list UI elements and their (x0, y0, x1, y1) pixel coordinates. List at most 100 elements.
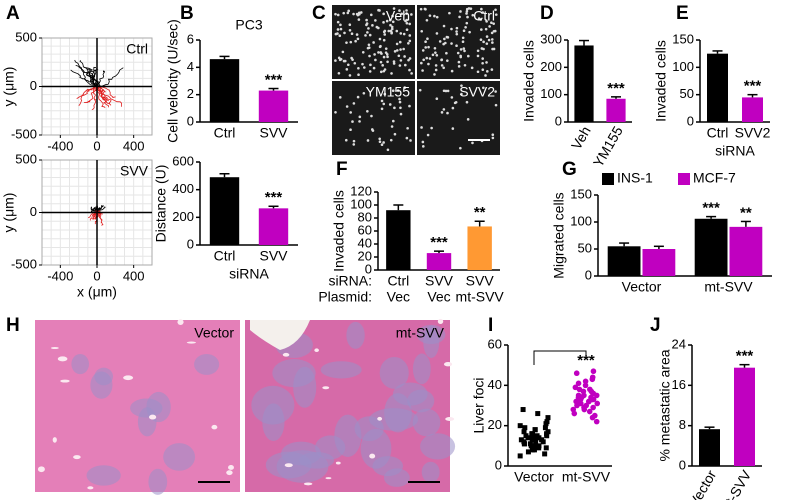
vessel (322, 386, 330, 390)
bar (607, 246, 641, 276)
cell (382, 69, 386, 73)
cell (471, 13, 475, 17)
cell (356, 95, 360, 99)
panel-letter: H (6, 315, 20, 336)
dot (522, 425, 528, 431)
vessel (52, 437, 57, 443)
cell (451, 106, 455, 110)
cell (388, 103, 392, 106)
cell (420, 126, 423, 129)
x-tick-label: mt-SVV (716, 467, 754, 500)
cell (334, 110, 337, 114)
cell (373, 53, 376, 56)
foci (372, 456, 404, 477)
y-tick-label: 40 (488, 377, 502, 392)
cell (466, 118, 470, 121)
cell (382, 12, 385, 16)
cell (465, 100, 469, 104)
y-tick-label: 500 (15, 151, 37, 166)
y-tick-label: 150 (672, 31, 694, 46)
trajectory (96, 86, 123, 107)
cell (382, 38, 386, 42)
dot (536, 443, 542, 449)
y-tick-label: 200 (540, 59, 562, 74)
significance: *** (744, 78, 762, 95)
cell (405, 136, 409, 140)
bar (729, 226, 763, 276)
cell (391, 89, 395, 93)
cell (424, 46, 427, 49)
cell (338, 34, 342, 38)
cell (479, 38, 483, 42)
cell (368, 54, 371, 58)
cell (480, 28, 483, 31)
panel-letter: J (650, 315, 661, 336)
cell (424, 40, 427, 43)
dot (521, 439, 527, 445)
legend-label: MCF-7 (693, 170, 736, 186)
foci (412, 353, 431, 385)
cell (383, 33, 387, 36)
cell (392, 7, 396, 10)
cell (357, 18, 361, 21)
cell (354, 39, 357, 43)
x-tick-label: 400 (123, 268, 145, 283)
cell (342, 11, 346, 15)
cell (403, 63, 407, 67)
x-tick-label: 0 (93, 268, 100, 283)
panel-letter: A (6, 3, 20, 24)
cell (405, 21, 409, 25)
tissue-gap (250, 320, 310, 350)
cell (336, 13, 340, 17)
cell (494, 90, 497, 93)
cell (494, 13, 498, 16)
bracket (533, 350, 587, 365)
cell (390, 27, 394, 31)
cell (491, 133, 495, 136)
cell (408, 57, 412, 60)
cell (450, 96, 454, 99)
significance: *** (430, 234, 448, 251)
x-tick-label: Ctrl (214, 125, 236, 141)
cell (407, 41, 410, 45)
trajectory (92, 212, 98, 221)
cell (366, 110, 369, 113)
dot (539, 437, 545, 443)
y-tick-label: 400 (172, 181, 194, 196)
cell (421, 49, 425, 52)
x-tick-label: -400 (47, 268, 73, 283)
micrograph (417, 81, 500, 155)
cell (403, 86, 407, 89)
cell (380, 52, 383, 55)
cell (352, 139, 356, 143)
cell (420, 29, 424, 33)
y-axis-label: % metastatic area (657, 349, 673, 461)
dot (542, 451, 548, 457)
cell (480, 7, 483, 11)
cell (450, 69, 454, 73)
vessel (123, 375, 134, 381)
cell (334, 12, 337, 16)
row-label: Plasmid: (318, 289, 372, 305)
cell (368, 33, 372, 37)
cell (378, 37, 382, 41)
cell (485, 61, 488, 64)
foci (251, 385, 295, 425)
cell (357, 73, 360, 77)
cell (476, 49, 480, 53)
dot (590, 404, 596, 411)
bar (707, 53, 728, 122)
cell (491, 136, 495, 140)
cell (377, 51, 380, 54)
cell (352, 12, 355, 16)
cell (404, 19, 407, 23)
cell (406, 126, 409, 130)
panel-letter: E (676, 3, 689, 24)
y-tick-label: 100 (540, 86, 562, 101)
cell (388, 18, 392, 22)
y-tick-label: 0 (495, 457, 502, 472)
cell (471, 141, 474, 145)
cell (337, 71, 341, 75)
cell (389, 23, 392, 27)
y-tick-label: 150 (570, 186, 592, 201)
